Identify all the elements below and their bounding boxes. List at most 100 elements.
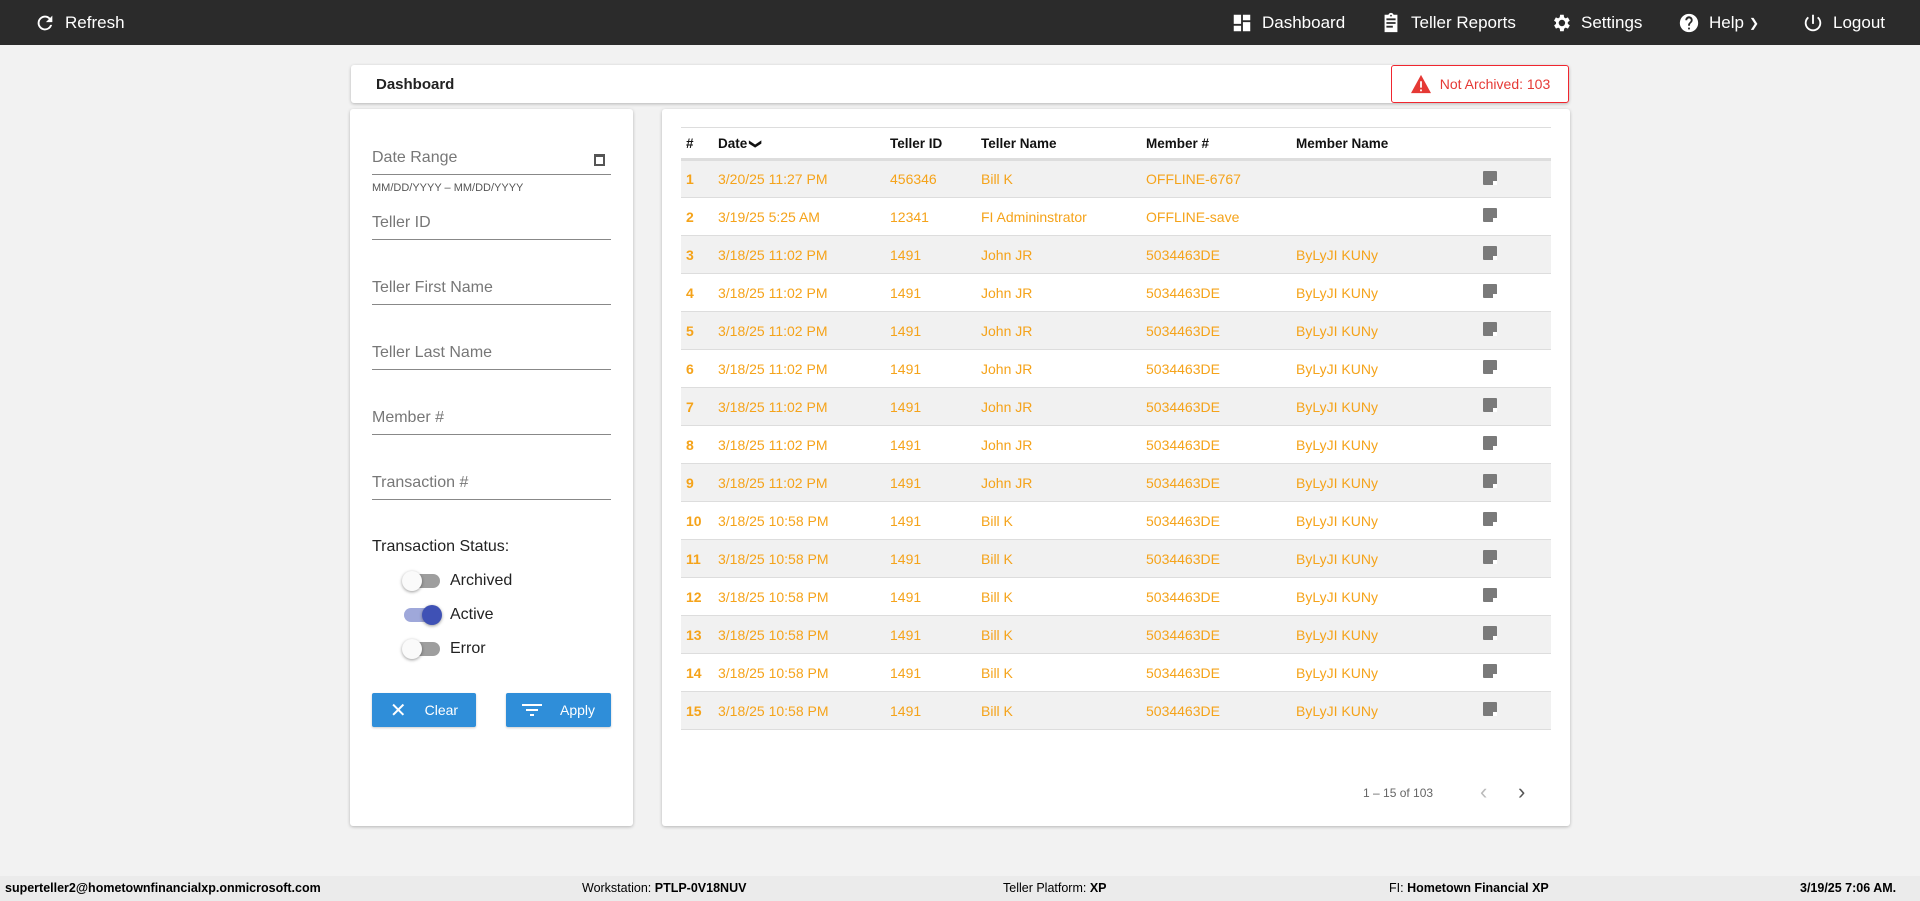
table-row[interactable]: 1 3/20/25 11:27 PM 456346 Bill K OFFLINE-676…	[681, 159, 1551, 198]
note-icon[interactable]	[1483, 588, 1497, 602]
note-icon[interactable]	[1483, 512, 1497, 526]
table-row[interactable]: 9 3/18/25 11:02 PM 1491 John JR 5034463DE ByL…	[681, 463, 1551, 502]
page-title: Dashboard	[376, 76, 455, 93]
toggle-track[interactable]	[402, 571, 440, 591]
note-icon[interactable]	[1483, 208, 1497, 222]
row-number: 8	[681, 425, 718, 464]
nav-logout[interactable]: Logout	[1802, 0, 1885, 45]
row-member-name	[1296, 197, 1483, 236]
row-member-name: ByLyJI KUNy	[1296, 425, 1483, 464]
table-row[interactable]: 11 3/18/25 10:58 PM 1491 Bill K 5034463DE ByL…	[681, 539, 1551, 578]
row-notes[interactable]	[1483, 501, 1551, 540]
row-notes[interactable]	[1483, 653, 1551, 692]
row-notes[interactable]	[1483, 197, 1551, 236]
table-row[interactable]: 4 3/18/25 11:02 PM 1491 John JR 5034463DE ByL…	[681, 273, 1551, 312]
teller-first-name-input[interactable]: Teller First Name	[372, 263, 611, 305]
teller-last-name-label: Teller Last Name	[372, 344, 493, 361]
sort-desc-icon[interactable]: ❯	[749, 138, 764, 149]
table-row[interactable]: 2 3/19/25 5:25 AM 12341 FI Admininstrator OF…	[681, 197, 1551, 236]
note-icon[interactable]	[1483, 474, 1497, 488]
nav-help[interactable]: Help ❯	[1678, 0, 1759, 45]
nav-settings[interactable]: Settings	[1550, 0, 1642, 45]
table-row[interactable]: 12 3/18/25 10:58 PM 1491 Bill K 5034463DE ByL…	[681, 577, 1551, 616]
note-icon[interactable]	[1483, 664, 1497, 678]
row-teller-id: 1491	[890, 463, 981, 502]
row-number: 3	[681, 235, 718, 274]
note-icon[interactable]	[1483, 170, 1497, 185]
calendar-icon[interactable]	[594, 154, 605, 166]
row-member-number: 5034463DE	[1146, 311, 1296, 350]
refresh-button[interactable]: Refresh	[34, 0, 125, 45]
note-icon[interactable]	[1483, 702, 1497, 716]
row-date: 3/18/25 11:02 PM	[718, 311, 890, 350]
teller-id-label: Teller ID	[372, 214, 431, 231]
transaction-number-input[interactable]: Transaction #	[372, 458, 611, 500]
row-date: 3/18/25 11:02 PM	[718, 463, 890, 502]
row-notes[interactable]	[1483, 539, 1551, 578]
table-row[interactable]: 3 3/18/25 11:02 PM 1491 John JR 5034463DE ByL…	[681, 235, 1551, 274]
row-notes[interactable]	[1483, 615, 1551, 654]
row-notes[interactable]	[1483, 691, 1551, 730]
row-notes[interactable]	[1483, 463, 1551, 502]
teller-last-name-input[interactable]: Teller Last Name	[372, 328, 611, 370]
row-notes[interactable]	[1483, 349, 1551, 388]
table-row[interactable]: 15 3/18/25 10:58 PM 1491 Bill K 5034463DE ByL…	[681, 691, 1551, 730]
note-icon[interactable]	[1483, 436, 1497, 450]
note-icon[interactable]	[1483, 284, 1497, 298]
row-notes[interactable]	[1483, 235, 1551, 274]
table-row[interactable]: 10 3/18/25 10:58 PM 1491 Bill K 5034463DE ByL…	[681, 501, 1551, 540]
user-email: superteller2@hometownfinancialxp.onmicro…	[5, 881, 321, 895]
prev-page-icon[interactable]: ‹	[1480, 779, 1488, 804]
note-icon[interactable]	[1483, 360, 1497, 374]
nav-dashboard[interactable]: Dashboard	[1231, 0, 1345, 45]
note-icon[interactable]	[1483, 626, 1497, 640]
row-notes[interactable]	[1483, 577, 1551, 616]
row-teller-id: 1491	[890, 691, 981, 730]
toggle-error[interactable]: Error	[402, 639, 486, 659]
table-row[interactable]: 13 3/18/25 10:58 PM 1491 Bill K 5034463DE ByL…	[681, 615, 1551, 654]
row-member-number: 5034463DE	[1146, 463, 1296, 502]
table-row[interactable]: 5 3/18/25 11:02 PM 1491 John JR 5034463DE ByL…	[681, 311, 1551, 350]
row-teller-name: Bill K	[981, 501, 1146, 540]
clear-button[interactable]: ✕ Clear	[372, 693, 476, 727]
toggle-track[interactable]	[404, 605, 442, 625]
member-number-input[interactable]: Member #	[372, 393, 611, 435]
note-icon[interactable]	[1483, 550, 1497, 564]
toggle-archived[interactable]: Archived	[402, 571, 512, 591]
row-notes[interactable]	[1483, 387, 1551, 426]
clipboard-icon	[1384, 12, 1398, 32]
fi-label: FI:	[1389, 881, 1404, 895]
row-teller-name: FI Admininstrator	[981, 197, 1146, 236]
row-teller-name: Bill K	[981, 577, 1146, 616]
fi-value: Hometown Financial XP	[1407, 881, 1549, 895]
row-notes[interactable]	[1483, 425, 1551, 464]
not-archived-badge[interactable]: Not Archived: 103	[1391, 65, 1569, 103]
teller-id-input[interactable]: Teller ID	[372, 198, 611, 240]
datetime: 3/19/25 7:06 AM.	[1800, 881, 1897, 895]
workstation-value: PTLP-0V18NUV	[654, 881, 747, 895]
row-member-name: ByLyJI KUNy	[1296, 235, 1483, 274]
row-date: 3/18/25 10:58 PM	[718, 653, 890, 692]
row-notes[interactable]	[1483, 159, 1551, 198]
table-row[interactable]: 8 3/18/25 11:02 PM 1491 John JR 5034463DE ByL…	[681, 425, 1551, 464]
help-icon	[1679, 13, 1699, 32]
note-icon[interactable]	[1483, 246, 1497, 260]
nav-teller-reports[interactable]: Teller Reports	[1380, 0, 1516, 45]
row-notes[interactable]	[1483, 311, 1551, 350]
apply-button[interactable]: Apply	[506, 693, 611, 727]
note-icon[interactable]	[1483, 322, 1497, 336]
row-teller-name: Bill K	[981, 539, 1146, 578]
next-page-icon[interactable]: ›	[1518, 779, 1526, 804]
table-row[interactable]: 6 3/18/25 11:02 PM 1491 John JR 5034463DE ByL…	[681, 349, 1551, 388]
toggle-active[interactable]: Active	[404, 605, 494, 625]
row-member-name: ByLyJI KUNy	[1296, 577, 1483, 616]
col-date[interactable]: Date ❯	[718, 127, 890, 161]
row-member-name: ByLyJI KUNy	[1296, 311, 1483, 350]
row-notes[interactable]	[1483, 273, 1551, 312]
table-row[interactable]: 14 3/18/25 10:58 PM 1491 Bill K 5034463DE ByL…	[681, 653, 1551, 692]
row-date: 3/18/25 10:58 PM	[718, 501, 890, 540]
date-range-input[interactable]: Date Range	[372, 133, 611, 175]
table-row[interactable]: 7 3/18/25 11:02 PM 1491 John JR 5034463DE ByL…	[681, 387, 1551, 426]
note-icon[interactable]	[1483, 398, 1497, 412]
toggle-track[interactable]	[402, 639, 440, 659]
